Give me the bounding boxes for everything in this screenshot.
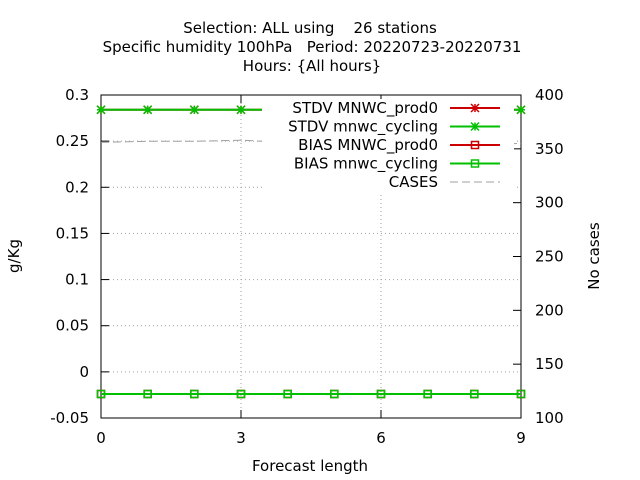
title-line-3: Hours: {All hours} [243, 57, 381, 75]
y-tick-label: 0.15 [56, 224, 89, 242]
y-tick-label: 0 [79, 363, 89, 381]
title-line-1: Selection: ALL using 26 stations [183, 19, 437, 37]
y-tick-label: 0.05 [56, 317, 89, 335]
y-tick-label: 0.1 [65, 271, 89, 289]
asterisk-marker [143, 105, 153, 115]
x-tick-label: 0 [96, 429, 106, 447]
y2-tick-label: 350 [535, 140, 564, 158]
square-marker [470, 159, 480, 168]
x-tick-label: 3 [236, 429, 246, 447]
asterisk-marker [516, 105, 526, 115]
title-line-2: Specific humidity 100hPa Period: 2022072… [103, 38, 522, 56]
legend-label: STDV mnwc_cycling [288, 118, 438, 137]
legend-label: STDV MNWC_prod0 [292, 99, 438, 118]
square-marker [376, 389, 386, 399]
square-marker [190, 389, 199, 399]
square-marker [330, 389, 339, 399]
square-marker [143, 389, 152, 399]
series-3 [96, 389, 526, 399]
y2-tick-label: 250 [535, 248, 564, 266]
y-tick-label: 0.3 [65, 86, 89, 104]
y2-tick-label: 400 [535, 86, 564, 104]
y2-axis-label: No cases [585, 222, 603, 290]
square-marker [283, 389, 292, 399]
y-axis-label: g/Kg [5, 239, 23, 273]
legend-label: BIAS mnwc_cycling [294, 155, 438, 174]
y-tick-label: 0.2 [65, 178, 89, 196]
x-axis-label: Forecast length [252, 457, 368, 475]
y2-tick-label: 100 [535, 409, 564, 427]
ticks: -0.05 0 0.05 0.1 0.15 0.2 0.25 0.3 0 3 6 9 100 150 200… [50, 86, 563, 447]
y2-tick-label: 150 [535, 355, 564, 373]
legend-label: CASES [389, 173, 438, 191]
legend-label: BIAS MNWC_prod0 [298, 136, 438, 155]
square-marker [470, 140, 480, 150]
square-marker [470, 389, 479, 399]
asterisk-marker [470, 103, 480, 113]
x-tick-label: 6 [376, 429, 386, 447]
asterisk-marker [189, 105, 199, 115]
square-marker [516, 389, 526, 399]
y-tick-label: 0.25 [56, 132, 89, 150]
asterisk-marker [96, 105, 106, 115]
asterisk-marker [236, 105, 246, 115]
asterisk-marker [470, 121, 480, 132]
square-marker [96, 389, 106, 399]
square-marker [423, 389, 432, 399]
y2-tick-label: 300 [535, 194, 564, 212]
y-tick-label: -0.05 [50, 409, 89, 427]
y2-tick-label: 200 [535, 301, 564, 319]
square-marker [236, 389, 246, 399]
chart-title: Selection: ALL using 26 stations Specifi… [103, 19, 522, 75]
x-tick-label: 9 [516, 429, 526, 447]
